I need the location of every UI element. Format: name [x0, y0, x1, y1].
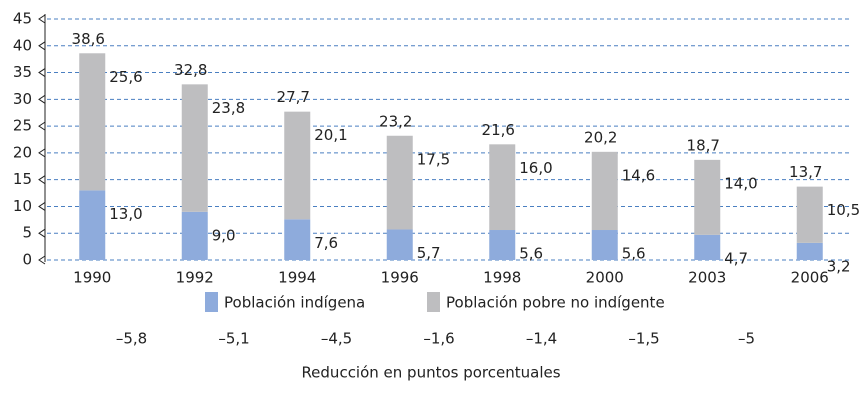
legend-swatch [205, 292, 218, 312]
bar-segment [591, 151, 618, 231]
x-tick-label: 2006 [791, 269, 829, 287]
value-label: 17,5 [417, 150, 450, 168]
reduction-label: Reducción en puntos porcentuales [301, 364, 560, 382]
y-tick-label: 20 [13, 143, 32, 161]
x-tick-label: 1996 [381, 269, 419, 287]
y-tick-label: 0 [22, 251, 32, 269]
legend-label: Población pobre no indígente [446, 294, 665, 312]
value-label: 5,7 [417, 244, 441, 262]
value-label: 10,5 [827, 201, 860, 219]
value-label: 3,2 [827, 257, 851, 275]
bar-segment [489, 144, 516, 231]
total-label: 38,6 [72, 30, 105, 48]
reduction-value: –5,8 [116, 330, 147, 348]
tick-mark [38, 14, 46, 24]
value-label: 9,0 [212, 226, 236, 244]
total-label: 27,7 [277, 88, 310, 106]
tick-mark [38, 202, 46, 211]
reduction-value: –5 [738, 330, 755, 348]
tick-mark [38, 68, 46, 77]
x-tick-label: 1998 [483, 269, 521, 287]
bar-segment [489, 230, 516, 260]
bar-segment [796, 242, 823, 260]
bar-segment [79, 53, 106, 191]
legend-label: Población indígena [224, 294, 365, 312]
value-label: 16,0 [519, 159, 552, 177]
tick-mark [38, 148, 46, 158]
y-tick-label: 40 [13, 36, 32, 54]
value-label: 14,6 [622, 166, 655, 184]
value-label: 25,6 [109, 68, 142, 86]
value-label: 14,0 [724, 174, 757, 192]
total-label: 13,7 [789, 163, 822, 181]
value-label: 13,0 [109, 205, 142, 223]
tick-mark [38, 175, 46, 185]
tick-mark [38, 121, 46, 131]
bar-segment [181, 84, 208, 212]
x-tick-label: 1994 [278, 269, 316, 287]
total-label: 18,7 [687, 136, 720, 154]
tick-mark [38, 41, 46, 51]
y-tick-label: 15 [13, 170, 32, 188]
y-tick-label: 30 [13, 90, 32, 108]
tick-mark [38, 94, 46, 104]
tick-mark [38, 228, 46, 238]
x-tick-label: 2000 [586, 269, 624, 287]
bar-segment [181, 211, 208, 260]
reduction-value: –4,5 [321, 330, 352, 348]
bar-segment [796, 186, 823, 243]
value-label: 4,7 [724, 249, 748, 267]
bar-segment [386, 135, 413, 230]
value-label: 5,6 [519, 245, 543, 263]
reduction-value: –5,1 [218, 330, 249, 348]
legend-swatch [427, 292, 440, 312]
x-tick-label: 1990 [73, 269, 111, 287]
value-label: 23,8 [212, 99, 245, 117]
y-tick-label: 35 [13, 63, 32, 81]
bar-segment [694, 159, 721, 235]
value-label: 7,6 [314, 234, 338, 252]
tick-mark [38, 255, 46, 265]
value-label: 5,6 [622, 245, 646, 263]
x-tick-label: 2003 [688, 269, 726, 287]
total-label: 21,6 [482, 121, 515, 139]
bar-segment [79, 190, 106, 260]
bar-segment [284, 111, 311, 220]
y-tick-label: 25 [13, 117, 32, 135]
bar-segment [591, 230, 618, 260]
bar-segment [694, 234, 721, 260]
reduction-value: –1,6 [423, 330, 454, 348]
y-tick-label: 10 [13, 197, 32, 215]
bar-segment [284, 219, 311, 260]
reduction-value: –1,4 [526, 330, 557, 348]
y-tick-label: 45 [13, 10, 32, 28]
total-label: 32,8 [174, 61, 207, 79]
y-tick-label: 5 [22, 224, 32, 242]
x-tick-label: 1992 [176, 269, 214, 287]
bar-segment [386, 229, 413, 260]
value-label: 20,1 [314, 126, 347, 144]
total-label: 20,2 [584, 128, 617, 146]
total-label: 23,2 [379, 112, 412, 130]
reduction-value: –1,5 [628, 330, 659, 348]
